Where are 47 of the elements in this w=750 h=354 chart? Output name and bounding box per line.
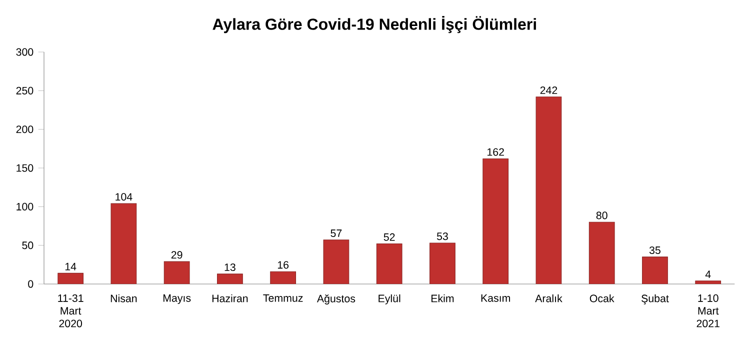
data-label: 104 bbox=[116, 193, 132, 201]
bar bbox=[536, 96, 562, 284]
x-tick-label: Ocak bbox=[590, 294, 614, 302]
data-label: 52 bbox=[384, 233, 395, 241]
data-label: 35 bbox=[649, 246, 660, 254]
bar bbox=[588, 222, 615, 284]
bar bbox=[482, 158, 509, 284]
data-label: 14 bbox=[65, 262, 76, 270]
x-tick-label: Kasım bbox=[481, 294, 510, 302]
y-tick-label: 300 bbox=[16, 48, 34, 56]
chart-title: Aylara Göre Covid-19 Nedenli İşçi Ölümleri bbox=[212, 16, 536, 34]
x-tick-label: 11-31 Mart 2020 bbox=[58, 294, 84, 328]
bar bbox=[110, 203, 137, 284]
y-tick-label: 0 bbox=[28, 280, 34, 288]
data-label: 53 bbox=[436, 232, 448, 240]
data-label: 13 bbox=[224, 263, 236, 272]
data-label: 80 bbox=[596, 212, 608, 220]
x-tick-label: Temmuz bbox=[263, 294, 303, 302]
y-tick-label: 100 bbox=[16, 202, 34, 210]
y-tick-label: 200 bbox=[16, 126, 34, 134]
bar bbox=[642, 256, 668, 284]
y-tick-label: 50 bbox=[22, 242, 34, 250]
x-tick-label: Aralık bbox=[535, 294, 562, 302]
data-label: 4 bbox=[705, 270, 711, 278]
data-label: 29 bbox=[171, 251, 182, 259]
x-tick-label: Haziran bbox=[212, 294, 248, 302]
bar bbox=[270, 271, 296, 284]
x-tick-label: Ağustos bbox=[316, 294, 356, 304]
data-label: 242 bbox=[540, 86, 558, 94]
bar bbox=[164, 261, 190, 284]
data-label: 162 bbox=[488, 148, 504, 156]
y-tick-label: 150 bbox=[16, 164, 34, 172]
x-tick-label: Şubat bbox=[642, 294, 669, 304]
x-tick-label: Nisan bbox=[110, 294, 137, 302]
x-tick-label: 1-10 Mart 2021 bbox=[696, 294, 720, 328]
data-label: 16 bbox=[278, 261, 289, 269]
x-tick-label: Eylül bbox=[378, 294, 400, 304]
bar bbox=[376, 244, 402, 284]
y-tick-label: 250 bbox=[16, 86, 34, 94]
bar bbox=[58, 272, 84, 284]
bar bbox=[217, 274, 243, 284]
x-tick-label: Mayıs bbox=[163, 294, 191, 304]
bar bbox=[323, 240, 350, 284]
data-label: 57 bbox=[330, 230, 342, 237]
x-tick-label: Ekim bbox=[431, 294, 454, 302]
bar bbox=[695, 280, 722, 284]
bar bbox=[430, 242, 456, 284]
